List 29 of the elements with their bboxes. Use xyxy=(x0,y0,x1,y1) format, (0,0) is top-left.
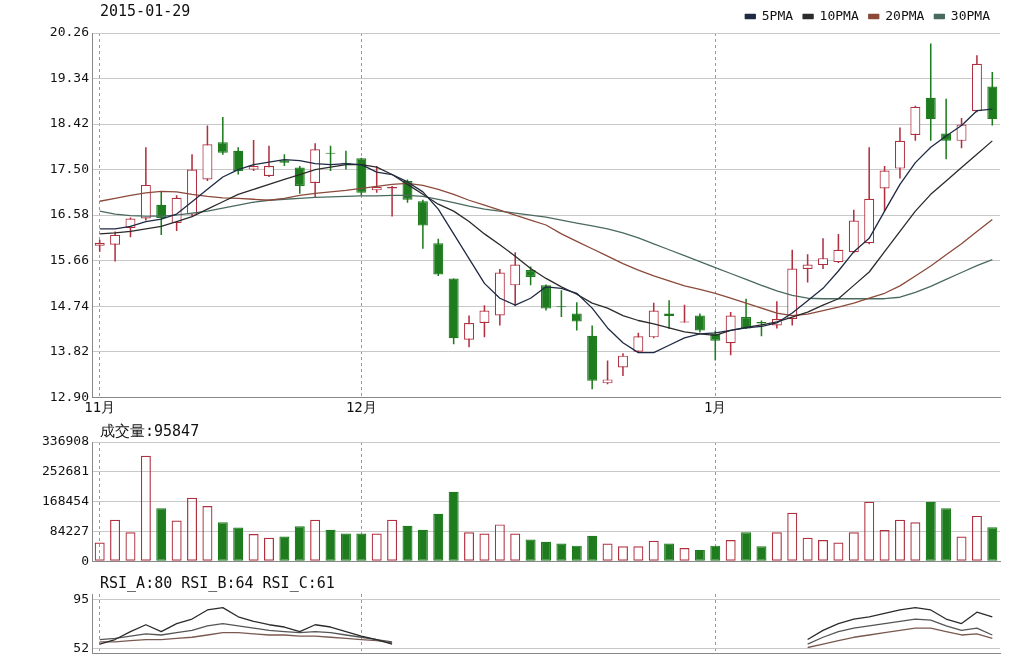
y-tick-label: 252681 xyxy=(42,463,89,479)
candlestick xyxy=(571,302,582,331)
candlestick xyxy=(217,117,228,155)
y-tick-label: 19.34 xyxy=(49,69,90,85)
legend-label: 30PMA xyxy=(950,7,991,23)
legend-label: 10PMA xyxy=(819,7,859,23)
x-tick-label: 11月 xyxy=(84,399,116,416)
candlestick xyxy=(925,43,936,141)
y-tick-label: 18.42 xyxy=(49,115,89,131)
y-tick-label: 13.82 xyxy=(49,343,89,359)
chart-title: 成交量:95847 xyxy=(100,422,200,441)
y-tick-label: 17.50 xyxy=(49,160,89,176)
chart-title: RSI_A:80 RSI_B:64 RSI_C:61 xyxy=(100,574,335,592)
candlestick xyxy=(818,238,829,270)
y-tick-label: 52 xyxy=(73,640,89,656)
legend-label: 5PMA xyxy=(761,7,794,23)
y-tick-label: 336908 xyxy=(42,433,89,449)
y-tick-label: 168454 xyxy=(42,492,90,508)
x-tick-label: 12月 xyxy=(345,399,377,416)
x-tick-label: 1月 xyxy=(704,399,727,416)
y-tick-label: 95 xyxy=(73,591,89,607)
y-tick-label: 15.66 xyxy=(49,252,89,267)
y-tick-label: 16.58 xyxy=(49,206,89,222)
y-tick-label: 84227 xyxy=(49,522,89,538)
y-tick-label: 0 xyxy=(81,552,89,568)
y-tick-label: 14.74 xyxy=(49,297,90,313)
y-tick-label: 20.26 xyxy=(49,24,89,40)
legend-label: 20PMA xyxy=(885,7,925,23)
chart-title: 2015-01-29 xyxy=(100,2,191,20)
